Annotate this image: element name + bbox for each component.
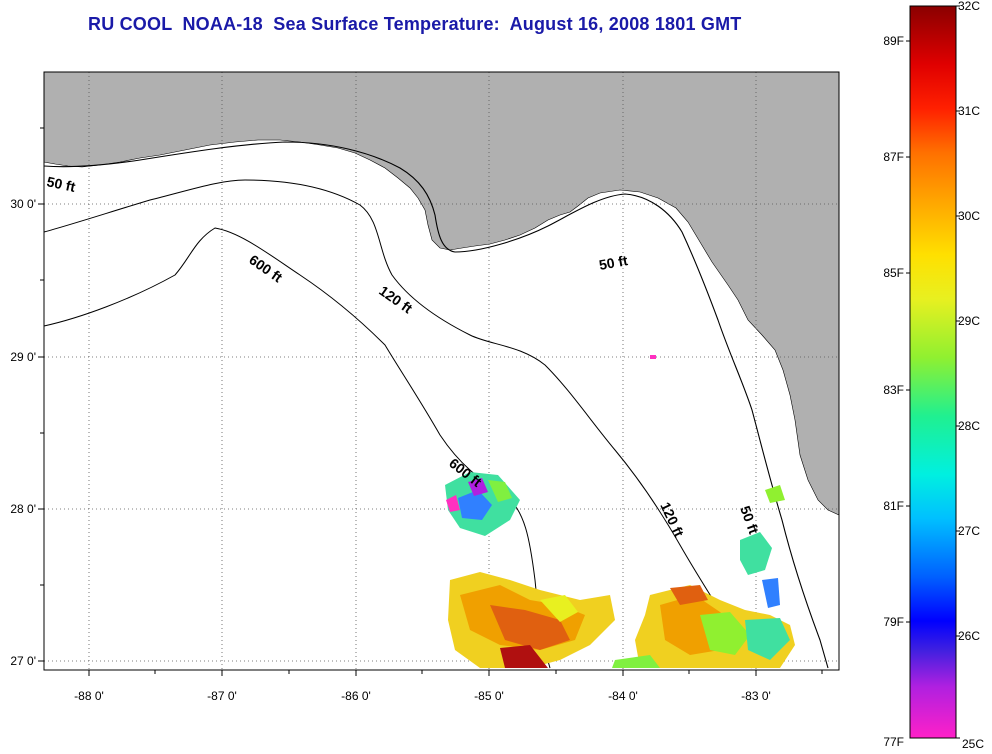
lat-label: 28 0' <box>10 502 36 516</box>
lat-label: 30 0' <box>10 197 36 211</box>
colorbar-celsius-label: 32C <box>958 0 980 13</box>
contour-600ft <box>43 227 551 669</box>
colorbar-fahrenheit-label: 85F <box>883 266 904 280</box>
contour-label: 50 ft <box>598 252 629 273</box>
colorbar-ticks <box>906 5 960 739</box>
lon-label: -85 0' <box>474 689 504 703</box>
colorbar-fahrenheit-label: 87F <box>883 150 904 164</box>
lat-label: 29 0' <box>10 350 36 364</box>
map-border <box>43 71 840 671</box>
sst-data <box>445 355 795 668</box>
lat-label: 27 0' <box>10 654 36 668</box>
graticule <box>44 72 839 670</box>
lon-label: -84 0' <box>608 689 638 703</box>
colorbar-celsius-label: 30C <box>958 209 980 223</box>
lon-label: -83 0' <box>741 689 771 703</box>
colorbar-celsius-label: 28C <box>958 419 980 433</box>
colorbar-celsius-label: 27C <box>958 524 980 538</box>
map-title: RU COOL NOAA-18 Sea Surface Temperature:… <box>88 14 742 34</box>
colorbar-celsius-label: 31C <box>958 104 980 118</box>
lon-label: -86 0' <box>341 689 371 703</box>
colorbar-fahrenheit-label: 83F <box>883 383 904 397</box>
land-area <box>43 71 840 516</box>
colorbar-celsius-label: 29C <box>958 314 980 328</box>
contour-120ft <box>43 179 753 669</box>
contour-label: 50 ft <box>45 173 77 195</box>
lon-label: -87 0' <box>207 689 237 703</box>
colorbar-fahrenheit-label: 77F <box>883 735 904 749</box>
colorbar-celsius-label: 25C <box>962 737 984 751</box>
axis-ticks <box>38 127 823 676</box>
colorbar-fahrenheit-label: 89F <box>883 34 904 48</box>
colorbar-fahrenheit-label: 81F <box>883 499 904 513</box>
contour-50ft-north <box>43 141 829 669</box>
colorbar-fahrenheit-label: 79F <box>883 615 904 629</box>
colorbar <box>909 5 957 739</box>
lon-label: -88 0' <box>74 689 104 703</box>
colorbar-celsius-label: 26C <box>958 629 980 643</box>
